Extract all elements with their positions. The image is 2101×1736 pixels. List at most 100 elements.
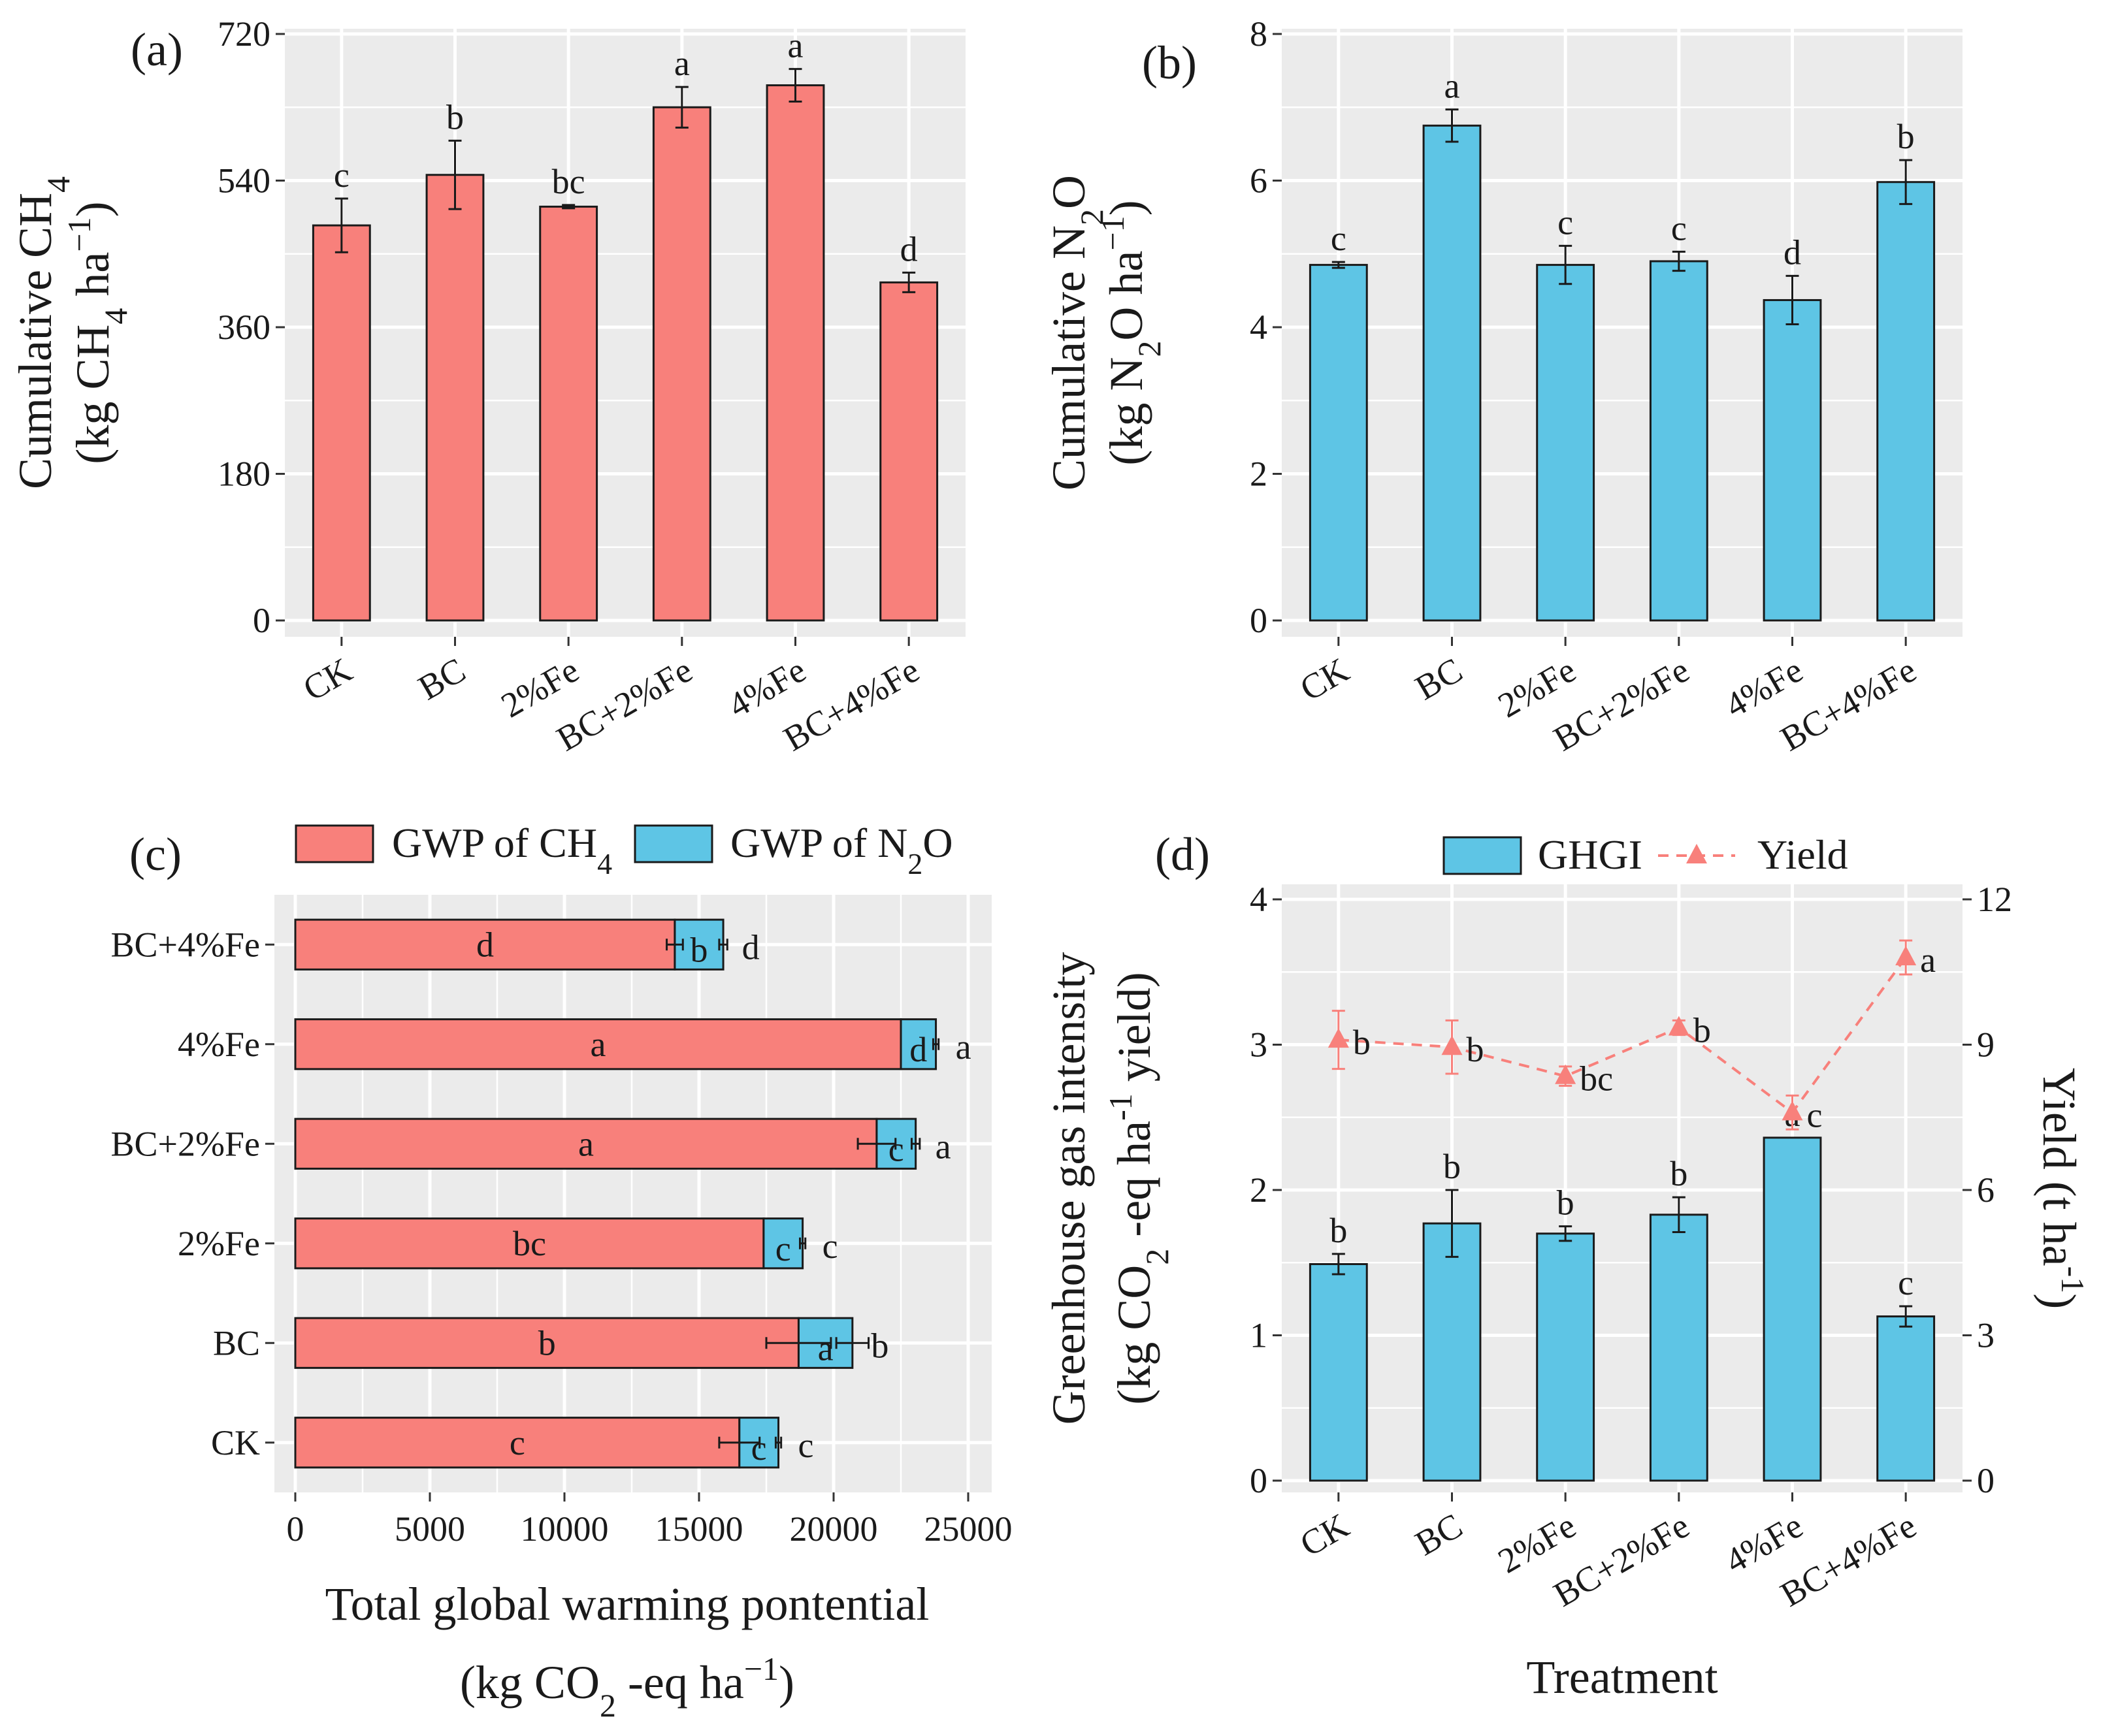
significance-letter: d [1783, 233, 1801, 272]
bar-ch4-4%Fe [294, 1018, 902, 1070]
legend-swatch-ghgi [1442, 836, 1522, 875]
y-tick-label: 4 [1250, 880, 1267, 919]
panel-label: (a) [131, 24, 183, 76]
yield-marker [1327, 1028, 1349, 1048]
yield-marker [1441, 1035, 1463, 1055]
bar-ch4-CK [294, 1417, 741, 1469]
y-title-text: yield) [1108, 972, 1160, 1093]
y-axis-title-line2: (kg CH4 ha−1) [61, 201, 134, 464]
x-tick-label: 20000 [790, 1509, 878, 1549]
x-tick-label: 5000 [395, 1509, 465, 1549]
yield-letter: bc [1580, 1059, 1613, 1099]
significance-letter: a [788, 26, 804, 65]
legend-subscript: 4 [597, 847, 612, 880]
y-tick-label: BC+4%Fe [111, 925, 260, 964]
yield-marker [1668, 1016, 1689, 1036]
x-tick-label: 25000 [924, 1509, 1013, 1549]
bar-ghgi-CK [1309, 1262, 1368, 1482]
y-tick-label: CK [211, 1423, 260, 1462]
ch4-letter: a [578, 1124, 594, 1163]
ch4-letter: b [538, 1323, 556, 1362]
yield-letter: a [1920, 940, 1936, 980]
y2-tick-label: 6 [1977, 1170, 1995, 1210]
x-title-subscript: 2 [600, 1687, 616, 1724]
significance-letter: a [1444, 67, 1460, 106]
y-tick-label: 6 [1250, 161, 1267, 201]
y-title-text: O [1043, 175, 1095, 209]
y2-tick-label: 3 [1977, 1316, 1995, 1355]
bar-ch4-2%Fe [294, 1217, 765, 1270]
yield-marker [1555, 1064, 1576, 1084]
x-tick-label: CK [297, 650, 359, 708]
significance-letter: d [900, 229, 918, 268]
x-title-superscript: −1 [744, 1650, 779, 1687]
bar-BC+2%Fe [1649, 260, 1708, 622]
x-axis-title-line2: (kg CO2 -eq ha−1) [460, 1650, 794, 1724]
n2o-letter: a [818, 1328, 834, 1368]
significance-letter: bc [552, 162, 585, 201]
y-axis-title-line1: Cumulative N2O [1043, 175, 1110, 490]
yield-marker [1895, 946, 1917, 965]
panel-d: 01234036912bbbbacbbbcbcaCKBC2%FeBC+2%Fe4… [1043, 828, 2091, 1703]
yield-letter: c [1807, 1095, 1823, 1134]
x-axis-title: Treatment [1526, 1651, 1718, 1703]
y-tick-label: 3 [1250, 1025, 1267, 1065]
y-tick-label: 180 [218, 455, 270, 494]
bar-BC+4%Fe [879, 281, 939, 622]
significance-letter: b [1897, 117, 1915, 156]
y-title-text: O ha [1100, 251, 1152, 341]
y2-title-text: Yield (t ha [2033, 1068, 2085, 1266]
legend-label-n2o: GWP of N2O [730, 820, 953, 880]
y-title-superscript: -1 [1102, 1093, 1139, 1121]
y-title-text: -eq ha [1108, 1121, 1160, 1249]
y2-title-superscript: -1 [2055, 1266, 2091, 1294]
y-tick-label: 4 [1250, 308, 1267, 347]
legend: GWP of CH4 GWP of N2O [295, 820, 953, 880]
y-axis-title-line2: (kg N2O ha−1) [1094, 200, 1167, 465]
bar-CK [312, 224, 371, 622]
bar-n2o-2%Fe [762, 1217, 804, 1270]
significance-letter: c [334, 155, 350, 195]
bar-n2o-4%Fe [900, 1018, 937, 1070]
y-axis-title-line1: Cumulative CH4 [9, 176, 76, 489]
y-tick-label: 360 [218, 308, 270, 347]
x-title-text: -eq ha [616, 1656, 744, 1709]
y-title-subscript: 2 [1139, 1249, 1175, 1265]
x-tick-label: CK [1294, 650, 1356, 708]
panel-label: (c) [129, 828, 182, 880]
bar-4%Fe [1763, 298, 1822, 622]
ch4-letter: d [476, 925, 494, 964]
y-title-text: (kg CO [1108, 1265, 1160, 1405]
n2o-letter: c [775, 1229, 791, 1268]
x-title-text: (kg CO [460, 1656, 600, 1709]
y-title-superscript: −1 [1094, 216, 1131, 250]
total-letter: c [798, 1426, 814, 1465]
total-letter: a [956, 1027, 971, 1067]
y-title-superscript: −1 [61, 217, 97, 251]
y-axis-title-line2: (kg CO2 -eq ha-1 yield) [1102, 972, 1175, 1405]
ghgi-letter: b [1329, 1211, 1347, 1250]
y-title-text: Cumulative CH [9, 193, 61, 489]
n2o-letter: b [691, 930, 708, 969]
panel-label: (b) [1142, 37, 1197, 89]
y-tick-label: 4%Fe [178, 1025, 260, 1064]
ch4-letter: a [591, 1025, 606, 1064]
significance-letter: a [674, 44, 690, 83]
y-title-subscript: 2 [1131, 341, 1167, 357]
y-tick-label: BC [213, 1323, 260, 1362]
y-tick-label: 0 [1250, 601, 1267, 640]
x-tick-label: CK [1294, 1505, 1356, 1564]
y2-tick-label: 9 [1977, 1025, 1995, 1065]
y-title-text: (kg CH [67, 325, 119, 464]
y-title-text: ) [1100, 200, 1152, 216]
y-tick-label: BC+2%Fe [111, 1124, 260, 1163]
y-title-text: ha [67, 252, 119, 308]
significance-letter: c [1671, 208, 1687, 248]
yield-marker [1782, 1101, 1803, 1121]
y-tick-label: 1 [1250, 1316, 1267, 1355]
y-tick-label: 0 [253, 601, 270, 640]
total-letter: d [742, 927, 760, 967]
y2-tick-label: 0 [1977, 1461, 1995, 1500]
